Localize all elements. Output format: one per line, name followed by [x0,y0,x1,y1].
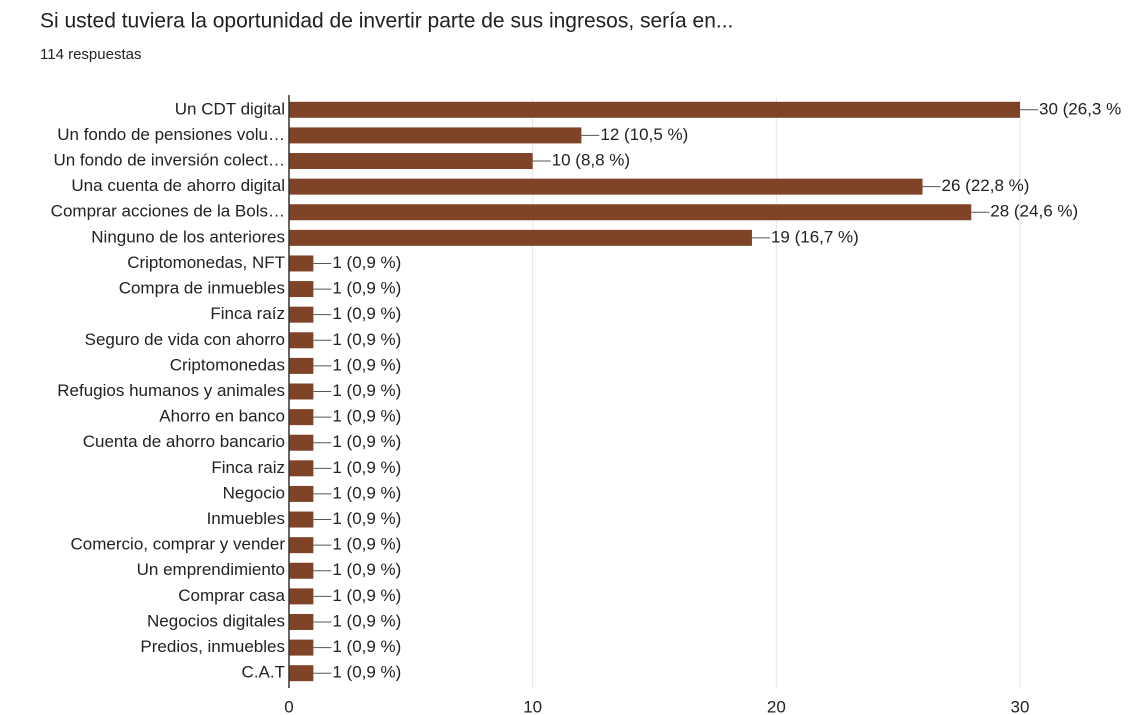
bar [289,178,923,195]
data-label: 1 (0,9 %) [332,381,401,400]
bar [289,537,314,554]
data-label: 1 (0,9 %) [332,535,401,554]
bar [289,460,314,477]
y-tick-label: Inmuebles [207,509,285,528]
y-tick-label: C.A.T [242,663,285,682]
data-label: 1 (0,9 %) [332,407,401,426]
bar [289,357,314,374]
y-tick-label: Predios, inmuebles [140,637,285,656]
x-tick-label: 20 [767,697,786,715]
y-tick-label: Una cuenta de ahorro digital [71,176,285,195]
bar [289,665,314,682]
y-tick-label: Negocio [223,483,285,502]
y-tick-label: Criptomonedas, NFT [127,253,285,272]
bar [289,127,582,144]
chart-title: Si usted tuviera la oportunidad de inver… [40,10,733,33]
y-tick-label: Refugios humanos y animales [57,381,285,400]
data-label: 30 (26,3 % [1039,99,1121,118]
y-tick-label: Compra de inmuebles [119,279,285,298]
data-label: 1 (0,9 %) [332,253,401,272]
y-tick-label: Ninguno de los anteriores [91,227,285,246]
y-tick-label: Comercio, comprar y vender [71,535,286,554]
bar [289,613,314,630]
bar [289,434,314,451]
y-tick-label: Finca raiz [211,458,285,477]
data-label: 1 (0,9 %) [332,509,401,528]
x-tick-label: 30 [1011,697,1030,715]
data-label: 1 (0,9 %) [332,560,401,579]
y-tick-label: Seguro de vida con ahorro [85,330,285,349]
data-label: 1 (0,9 %) [332,304,401,323]
bar [289,639,314,656]
bar [289,204,972,221]
data-label: 1 (0,9 %) [332,663,401,682]
chart-subtitle: 114 respuestas [40,46,141,63]
bar [289,511,314,528]
y-tick-label: Comprar acciones de la Bols… [51,202,285,221]
bar [289,562,314,579]
y-tick-label: Comprar casa [178,586,285,605]
bar [289,409,314,426]
bar [289,281,314,298]
bar [289,255,314,272]
y-tick-label: Un emprendimiento [137,560,285,579]
data-label: 1 (0,9 %) [332,586,401,605]
data-label: 1 (0,9 %) [332,279,401,298]
data-label: 1 (0,9 %) [332,432,401,451]
y-tick-label: Negocios digitales [147,611,285,630]
data-label: 10 (8,8 %) [552,151,630,170]
data-label: 1 (0,9 %) [332,355,401,374]
y-tick-label: Un CDT digital [175,99,285,118]
bar [289,306,314,323]
bar [289,485,314,502]
data-label: 1 (0,9 %) [332,483,401,502]
bar [289,153,533,170]
x-tick-label: 10 [523,697,542,715]
data-label: 26 (22,8 %) [942,176,1030,195]
y-tick-label: Cuenta de ahorro bancario [83,432,285,451]
y-tick-label: Ahorro en banco [159,407,285,426]
data-label: 28 (24,6 %) [990,202,1078,221]
bar [289,383,314,400]
data-label: 1 (0,9 %) [332,330,401,349]
data-label: 19 (16,7 %) [771,227,859,246]
data-label: 12 (10,5 %) [600,125,688,144]
data-label: 1 (0,9 %) [332,611,401,630]
y-tick-label: Finca raíz [210,304,285,323]
data-label: 1 (0,9 %) [332,637,401,656]
y-tick-label: Un fondo de inversión colect… [53,151,285,170]
x-tick-label: 0 [284,697,293,715]
data-label: 1 (0,9 %) [332,458,401,477]
y-tick-label: Criptomonedas [170,355,285,374]
bar [289,101,1020,118]
bar [289,588,314,605]
y-tick-label: Un fondo de pensiones volu… [57,125,285,144]
bar [289,229,752,246]
bar [289,332,314,349]
